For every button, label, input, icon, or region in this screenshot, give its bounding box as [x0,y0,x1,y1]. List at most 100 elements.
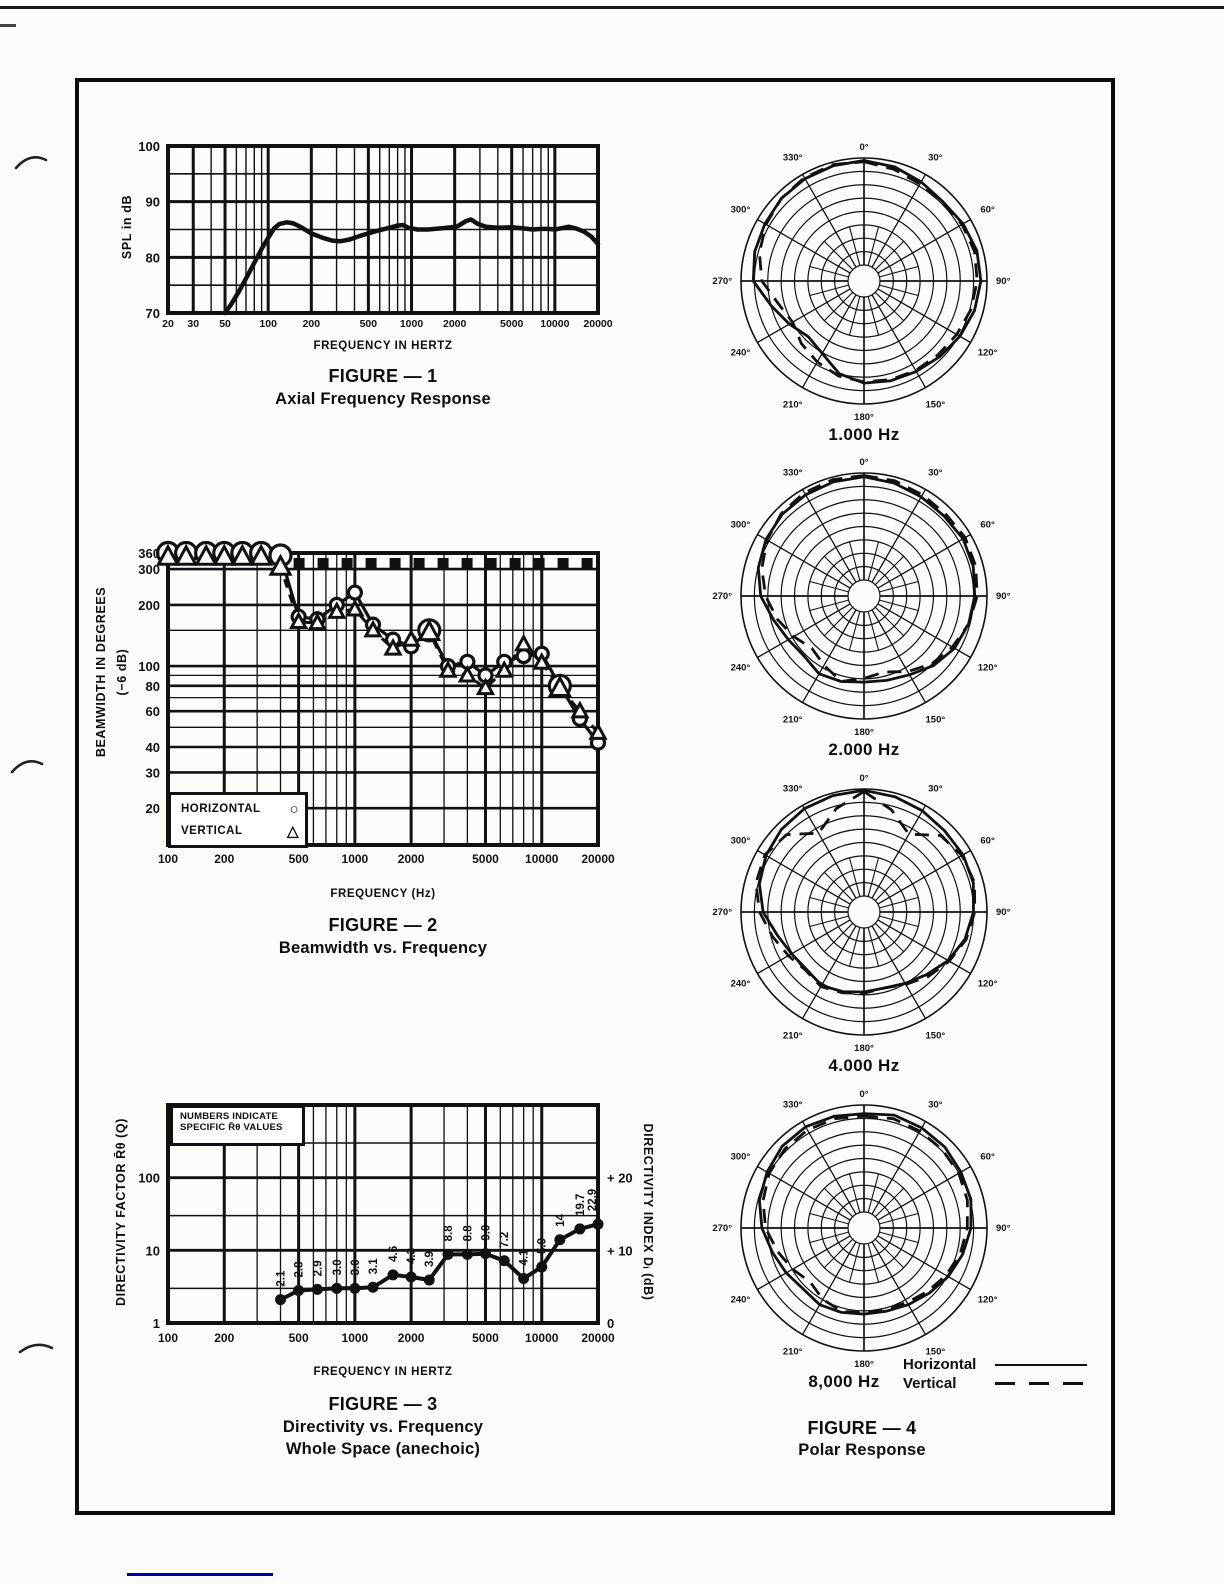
svg-text:60°: 60° [980,1152,995,1163]
svg-text:330°: 330° [783,152,803,163]
svg-text:180°: 180° [854,412,874,423]
svg-text:200: 200 [303,318,321,330]
svg-text:30°: 30° [928,467,943,478]
svg-text:5000: 5000 [472,852,499,866]
svg-text:30°: 30° [928,1099,943,1110]
svg-text:500: 500 [289,852,309,866]
fig3-caption-subtitle2: Whole Space (anechoic) [285,1440,481,1458]
polar-plot-title-8000hz: 8,000 Hz [808,1372,880,1391]
svg-text:0°: 0° [859,142,868,153]
svg-text:70: 70 [146,306,160,321]
svg-text:120°: 120° [978,1294,998,1305]
figure4-polar-plot-1: 0° 30° 60° 90° 120° 150° 180° 210° 240° 270° 300° 3… [712,142,1010,423]
svg-text:20000: 20000 [583,318,612,330]
fig3-note-line2: SPECIFIC R̄θ VALUES [180,1122,283,1133]
polar-plot-title-4000hz: 4.000 Hz [828,1056,900,1075]
svg-text:270°: 270° [712,1223,732,1234]
svg-text:300°: 300° [731,1152,751,1163]
svg-text:240°: 240° [731,347,751,358]
svg-text:30: 30 [146,765,160,780]
fig2-caption-title: FIGURE — 2 [328,915,438,935]
polar-plot-title-2000hz: 2.000 Hz [828,740,900,759]
svg-text:4.6: 4.6 [388,1246,400,1262]
svg-text:30: 30 [187,318,199,330]
fig4-legend-horizontal-label: Horizontal [903,1356,977,1373]
svg-text:2.8: 2.8 [294,1261,306,1278]
svg-text:330°: 330° [783,467,803,478]
dashed-line-sample-icon [995,1382,1087,1385]
svg-text:40: 40 [146,740,160,755]
svg-text:240°: 240° [731,662,751,673]
svg-text:60°: 60° [980,520,995,531]
svg-text:14: 14 [555,1213,567,1226]
fig4-caption-title: FIGURE — 4 [807,1418,917,1438]
figure4-polar-plot-4: 0° 30° 60° 90° 120° 150° 180° 210° 240° 270° 300° 3… [712,1089,1010,1370]
svg-text:270°: 270° [712,276,732,287]
svg-text:10000: 10000 [525,1331,559,1345]
svg-text:270°: 270° [712,907,732,918]
fig3-caption-title: FIGURE — 3 [328,1394,438,1414]
svg-text:9.0: 9.0 [480,1225,492,1241]
svg-text:500: 500 [289,1331,309,1345]
fig2-y-axis-title: BEAMWIDTH IN DEGREES [94,586,108,758]
fig4-caption-subtitle: Polar Response [798,1441,926,1459]
svg-text:0°: 0° [859,1089,868,1100]
svg-text:3.9: 3.9 [424,1251,436,1267]
svg-text:0°: 0° [859,457,868,468]
fig4-legend-vertical-label: Vertical [903,1375,957,1392]
svg-text:90: 90 [146,195,160,210]
svg-text:1000: 1000 [400,318,424,330]
scan-edge-line [0,6,1224,9]
fig3-x-axis-title: FREQUENCY IN HERTZ [313,1366,453,1378]
svg-text:210°: 210° [783,715,803,726]
left-margin-scan-arcs [10,156,54,1354]
svg-text:20: 20 [146,801,160,816]
svg-text:330°: 330° [783,1099,803,1110]
svg-text:200: 200 [214,1331,234,1345]
svg-text:1000: 1000 [342,852,369,866]
svg-text:200: 200 [138,598,160,613]
svg-text:50: 50 [219,318,231,330]
svg-text:10000: 10000 [540,318,569,330]
svg-text:200: 200 [214,852,234,866]
svg-text:4.3: 4.3 [406,1248,418,1264]
svg-text:30°: 30° [928,152,943,163]
svg-text:150°: 150° [926,400,946,411]
circle-marker-icon: ○ [289,800,299,818]
page-border-frame [75,78,1115,1515]
svg-text:3.0: 3.0 [332,1259,344,1275]
triangle-marker-icon: △ [286,823,299,840]
fig2-y-axis-subtitle: (−6 dB) [115,648,129,696]
svg-text:4.1: 4.1 [519,1249,531,1266]
svg-text:300: 300 [138,562,160,577]
svg-text:20: 20 [162,318,174,330]
svg-text:100: 100 [158,852,178,866]
svg-text:3.1: 3.1 [368,1258,380,1275]
svg-text:100: 100 [158,1331,178,1345]
figure1-axial-frequency-response-chart: 20 30 50 100 200 500 1000 2000 5000 10000 20000 70 8… [138,139,612,330]
fig2-caption-subtitle: Beamwidth vs. Frequency [278,939,488,957]
fig3-left-axis-title: DIRECTIVITY FACTOR R̄θ (Q) [114,1118,128,1306]
svg-text:+ 10: + 10 [607,1243,633,1258]
svg-text:+ 20: + 20 [607,1171,633,1186]
svg-text:10000: 10000 [525,852,559,866]
fig3-caption-subtitle: Directivity vs. Frequency [282,1418,484,1436]
svg-text:100: 100 [138,1171,160,1186]
svg-text:210°: 210° [783,1031,803,1042]
polar-plot-title-1000hz: 1.000 Hz [828,425,900,444]
svg-text:120°: 120° [978,978,998,989]
svg-text:2000: 2000 [398,852,425,866]
svg-text:300°: 300° [731,836,751,847]
svg-text:100: 100 [138,139,160,154]
svg-text:1000: 1000 [342,1331,369,1345]
svg-text:180°: 180° [854,1359,874,1370]
svg-text:360: 360 [138,546,160,561]
svg-text:60°: 60° [980,205,995,216]
svg-text:10: 10 [146,1243,160,1258]
svg-text:240°: 240° [731,978,751,989]
fig1-y-axis-title: SPL in dB [120,194,134,260]
svg-text:2000: 2000 [398,1331,425,1345]
